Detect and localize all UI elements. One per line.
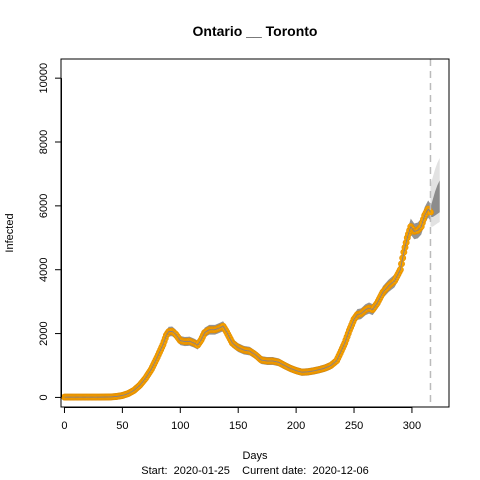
y-tick-label: 10000 <box>38 63 50 94</box>
plot-frame <box>60 58 450 408</box>
x-tick-label: 100 <box>171 420 189 432</box>
y-tick-label: 6000 <box>38 194 50 218</box>
x-tick-label: 150 <box>229 420 247 432</box>
y-tick-label: 8000 <box>38 130 50 154</box>
footer-dates: Start: 2020-01-25 Current date: 2020-12-… <box>141 465 368 477</box>
axes: 0 50 100 150 200 250 300 0 2000 4000 6000 8000 10000 <box>38 63 421 432</box>
y-axis-label: Infected <box>4 213 16 252</box>
chart-title: Ontario __ Toronto <box>193 23 318 39</box>
x-tick-label: 250 <box>345 420 363 432</box>
x-axis-label: Days <box>242 450 268 462</box>
x-tick-label: 50 <box>116 420 128 432</box>
y-tick-label: 0 <box>38 394 50 400</box>
y-tick-label: 4000 <box>38 257 50 281</box>
y-tick-label: 2000 <box>38 321 50 345</box>
x-tick-label: 0 <box>61 420 67 432</box>
forecast-band <box>430 180 440 218</box>
plot-area <box>61 59 440 407</box>
x-tick-label: 200 <box>287 420 305 432</box>
x-tick-label: 300 <box>403 420 421 432</box>
fitted-line <box>64 208 431 398</box>
